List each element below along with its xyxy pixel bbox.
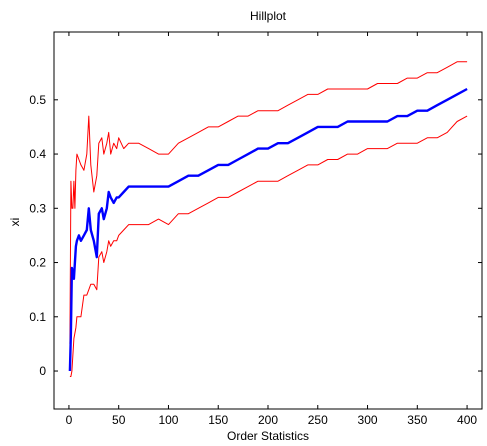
y-tick-label: 0.2 <box>29 256 46 270</box>
plot-frame <box>53 31 483 410</box>
x-axis-label: Order Statistics <box>227 429 309 443</box>
series-layer <box>68 61 468 377</box>
y-tick-label: 0.4 <box>29 147 46 161</box>
y-tick-label: 0.5 <box>29 93 46 107</box>
x-tick-label: 300 <box>358 413 378 427</box>
x-tick-label: 100 <box>158 413 178 427</box>
y-tick-label: 0.3 <box>29 201 46 215</box>
y-tick-label: 0 <box>39 364 46 378</box>
series-line-upper <box>69 61 468 344</box>
x-tick-label: 50 <box>112 413 126 427</box>
x-tick-label: 150 <box>208 413 228 427</box>
series-line-estimate <box>68 87 468 372</box>
y-axis-label: xi <box>8 218 22 227</box>
y-tick-label: 0.1 <box>29 310 46 324</box>
series-line-lower <box>69 115 468 377</box>
chart-title: Hillplot <box>250 9 287 23</box>
x-tick-label: 200 <box>258 413 278 427</box>
x-tick-label: 400 <box>457 413 477 427</box>
x-tick-label: 0 <box>66 413 73 427</box>
x-tick-label: 350 <box>407 413 427 427</box>
x-tick-label: 250 <box>308 413 328 427</box>
tick-layer: 0 50 100 150 200 250 300 350 400 0 0.1 0.2 0.3 0.4 0.5 <box>29 32 482 427</box>
